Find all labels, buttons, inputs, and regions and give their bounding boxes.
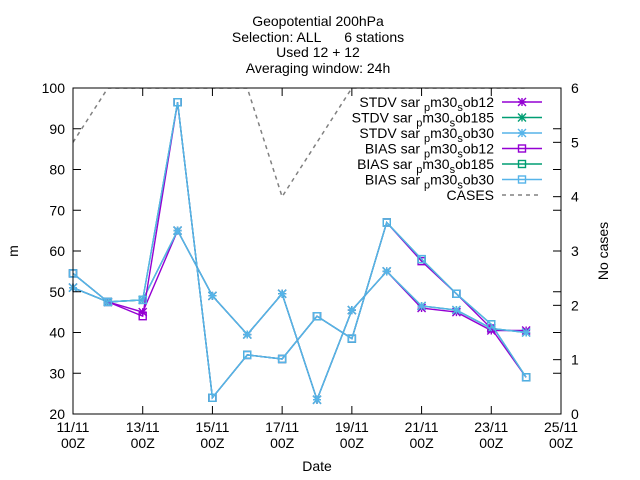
series-line [72, 102, 527, 400]
data-point [207, 291, 217, 301]
data-point [173, 226, 183, 236]
y-tick-label: 100 [42, 80, 66, 96]
x-tick-label-time: 00Z [410, 435, 435, 451]
x-tick-label-date: 19/11 [335, 419, 369, 435]
chart-title: Geopotential 200hPa Selection: ALL 6 sta… [232, 13, 404, 76]
data-point [417, 301, 427, 311]
legend-marker [517, 113, 527, 122]
series-line [72, 229, 527, 402]
y2-axis: 0 1 2 3 4 5 6 [553, 80, 579, 422]
y-tick-label: 40 [49, 325, 65, 341]
data-point [347, 334, 357, 343]
title-line-1: Geopotential 200hPa [252, 13, 384, 29]
data-point [138, 295, 147, 305]
legend-label: STDV sar pm30sob185 [352, 110, 495, 130]
data-point [382, 218, 391, 227]
y-tick-label: 70 [49, 202, 65, 218]
data-point [312, 312, 322, 321]
legend-entry: BIAS sar pm30sob30 [365, 172, 542, 192]
x-tick-label-time: 00Z [549, 435, 574, 451]
data-point [452, 289, 461, 298]
x-axis-label: Date [302, 458, 332, 474]
data-point [312, 395, 322, 405]
title-line-3: Used 12 + 12 [276, 44, 360, 60]
x-tick-label-date: 21/11 [405, 419, 439, 435]
x-tick-label-time: 00Z [479, 435, 504, 451]
y-tick-label: 90 [49, 121, 65, 137]
legend-entry: STDV sar pm30sob185 [352, 110, 542, 130]
data-point [417, 254, 426, 264]
legend-entry: STDV sar pm30sob30 [359, 125, 542, 145]
x-tick-label-time: 00Z [270, 435, 295, 451]
y2-tick-label: 3 [571, 243, 579, 259]
y2-tick-label: 6 [571, 80, 579, 96]
x-tick-label-date: 23/11 [474, 419, 508, 435]
x-tick-label-time: 00Z [340, 435, 365, 451]
y-tick-label: 50 [49, 284, 65, 300]
data-point [208, 393, 217, 402]
y-axis: 20 30 40 50 60 70 80 90 100 [42, 80, 561, 422]
y-tick-label: 60 [49, 243, 65, 259]
legend-label: BIAS sar pm30sob185 [357, 156, 494, 176]
data-point [138, 312, 147, 321]
legend-marker [517, 128, 527, 138]
title-line-2: Selection: ALL 6 stations [232, 29, 404, 45]
x-tick-label-time: 00Z [131, 435, 156, 451]
y2-tick-label: 1 [571, 352, 579, 368]
x-tick-label-date: 25/11 [544, 419, 578, 435]
data-point [243, 350, 252, 360]
legend-marker [517, 97, 527, 107]
legend-label: BIAS sar pm30sob12 [365, 141, 494, 161]
data-point [487, 320, 496, 329]
legend-label: STDV sar pm30sob30 [359, 125, 494, 145]
x-tick-label-time: 00Z [200, 435, 225, 451]
data-point [277, 289, 287, 299]
y2-tick-label: 4 [571, 189, 579, 205]
x-tick-label-date: 11/11 [57, 419, 90, 435]
data-point [382, 266, 392, 276]
y-tick-label: 30 [49, 365, 65, 381]
legend-label: BIAS sar pm30sob30 [365, 172, 494, 192]
legend-entry: BIAS sar pm30sob12 [365, 141, 542, 161]
data-point [103, 297, 113, 307]
legend-entry: CASES [447, 187, 542, 203]
legend-marker [517, 175, 527, 184]
data-point [451, 305, 461, 315]
legend-entry: STDV sar pm30sob12 [359, 94, 542, 114]
title-line-4: Averaging window: 24h [246, 60, 391, 76]
x-tick-label-date: 17/11 [265, 419, 299, 435]
y2-tick-label: 0 [571, 406, 579, 422]
x-axis: 11/1100Z13/1100Z15/1100Z17/1100Z19/1100Z… [57, 88, 578, 451]
series-layer [68, 98, 531, 405]
x-tick-label-date: 15/11 [195, 419, 229, 435]
legend-label: CASES [447, 187, 494, 203]
data-point [277, 354, 287, 364]
x-tick-label-time: 00Z [61, 435, 86, 451]
legend-label: STDV sar pm30sob12 [359, 94, 494, 114]
data-point [521, 328, 531, 337]
y2-axis-label: No cases [595, 222, 611, 280]
data-point [347, 305, 357, 315]
data-point [242, 330, 252, 340]
legend-marker [517, 144, 527, 153]
x-tick-label-date: 13/11 [126, 419, 160, 435]
series-0 [68, 226, 531, 405]
data-point [173, 98, 182, 107]
y2-tick-label: 2 [571, 297, 579, 313]
y-axis-label: m [5, 245, 21, 257]
series-line [72, 102, 527, 400]
y2-tick-label: 5 [571, 134, 579, 150]
legend-entry: BIAS sar pm30sob185 [357, 156, 542, 176]
y-tick-label: 20 [49, 406, 65, 422]
series-line [72, 102, 527, 400]
y-tick-label: 80 [49, 162, 65, 178]
data-point [521, 373, 531, 382]
legend-marker [517, 159, 527, 169]
